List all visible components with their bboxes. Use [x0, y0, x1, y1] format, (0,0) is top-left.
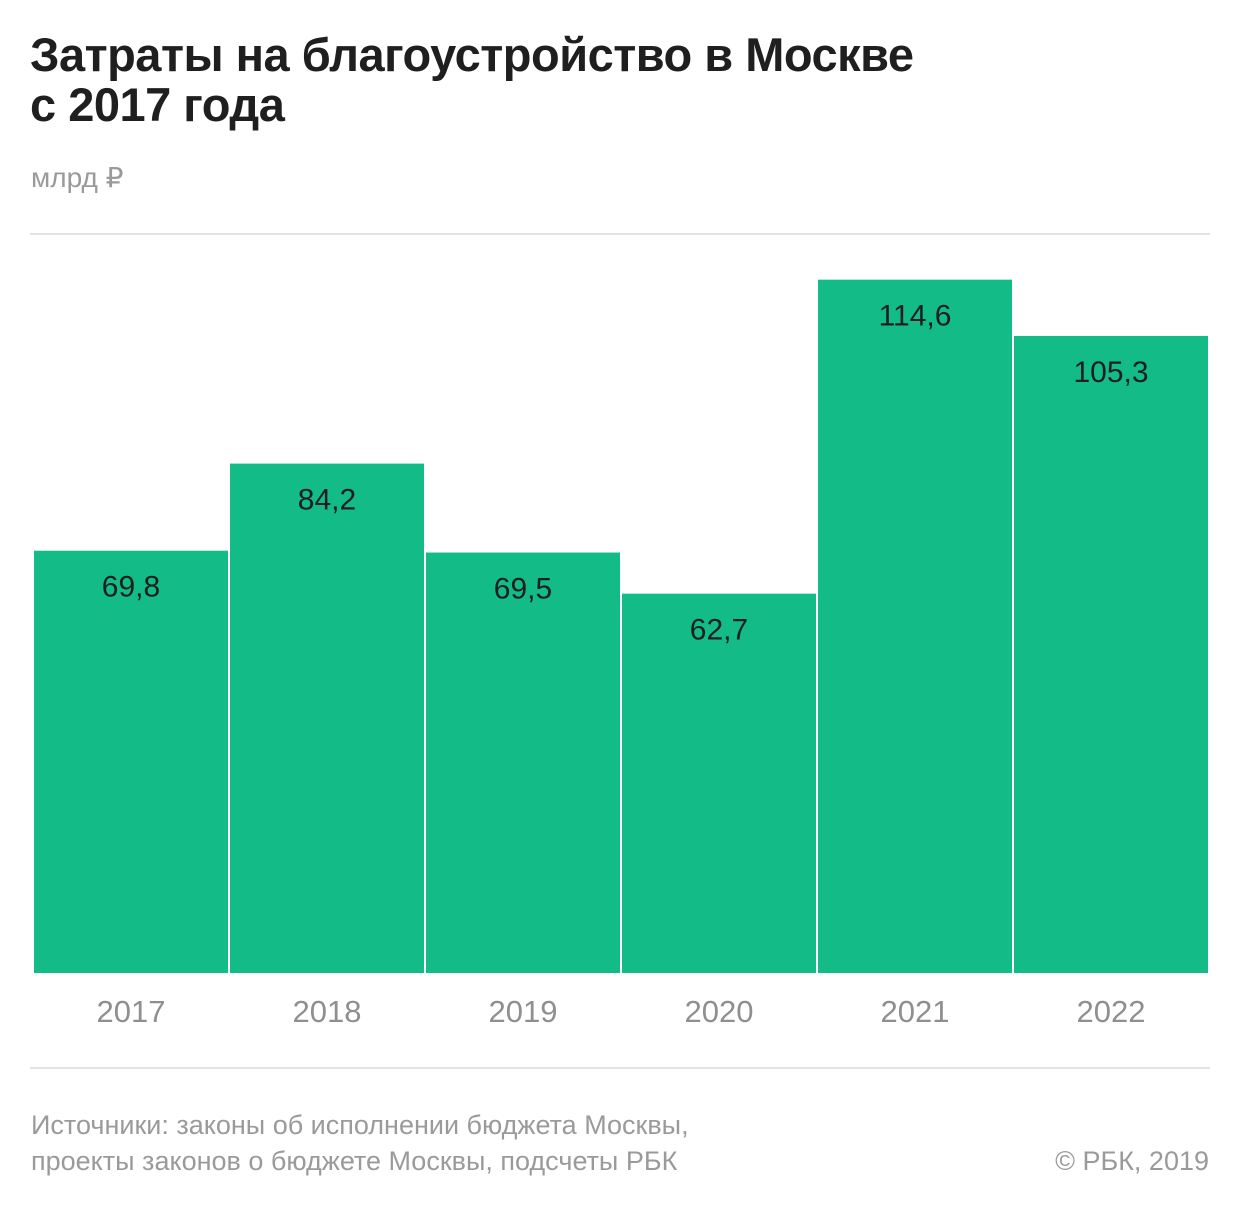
- bar-value-label-2017: 69,8: [102, 571, 160, 604]
- top-divider: [30, 233, 1210, 235]
- bar-value-label-2022: 105,3: [1073, 356, 1148, 389]
- source-line-1: Источники: законы об исполнении бюджета …: [31, 1110, 689, 1140]
- x-tick-label-2019: 2019: [489, 994, 558, 1029]
- x-tick-label-2022: 2022: [1077, 994, 1146, 1029]
- bar-2017: [34, 550, 228, 973]
- chart-title-line-1: Затраты на благоустройство в Москве: [30, 28, 914, 81]
- bar-value-label-2018: 84,2: [298, 484, 356, 517]
- copyright: © РБК, 2019: [1055, 1146, 1209, 1176]
- bar-value-label-2019: 69,5: [494, 573, 552, 606]
- x-tick-label-2020: 2020: [685, 994, 754, 1029]
- x-tick-label-2017: 2017: [97, 994, 166, 1029]
- chart-title-line-2: с 2017 года: [30, 78, 285, 131]
- bar-value-label-2021: 114,6: [879, 300, 952, 333]
- x-tick-label-2021: 2021: [881, 994, 950, 1029]
- bar-2022: [1014, 335, 1208, 973]
- bar-2020: [622, 593, 816, 973]
- bar-2021: [818, 279, 1012, 973]
- bar-2019: [426, 552, 620, 973]
- source-note: Источники: законы об исполнении бюджета …: [31, 1107, 689, 1179]
- unit-label: млрд ₽: [31, 162, 124, 193]
- source-line-2: проекты законов о бюджете Москвы, подсче…: [31, 1146, 678, 1176]
- x-tick-label-2018: 2018: [293, 994, 362, 1029]
- bar-value-label-2020: 62,7: [690, 614, 748, 647]
- chart-title: Затраты на благоустройство в Москве с 20…: [30, 30, 1130, 130]
- bar-2018: [230, 463, 424, 973]
- bottom-divider: [30, 1067, 1210, 1069]
